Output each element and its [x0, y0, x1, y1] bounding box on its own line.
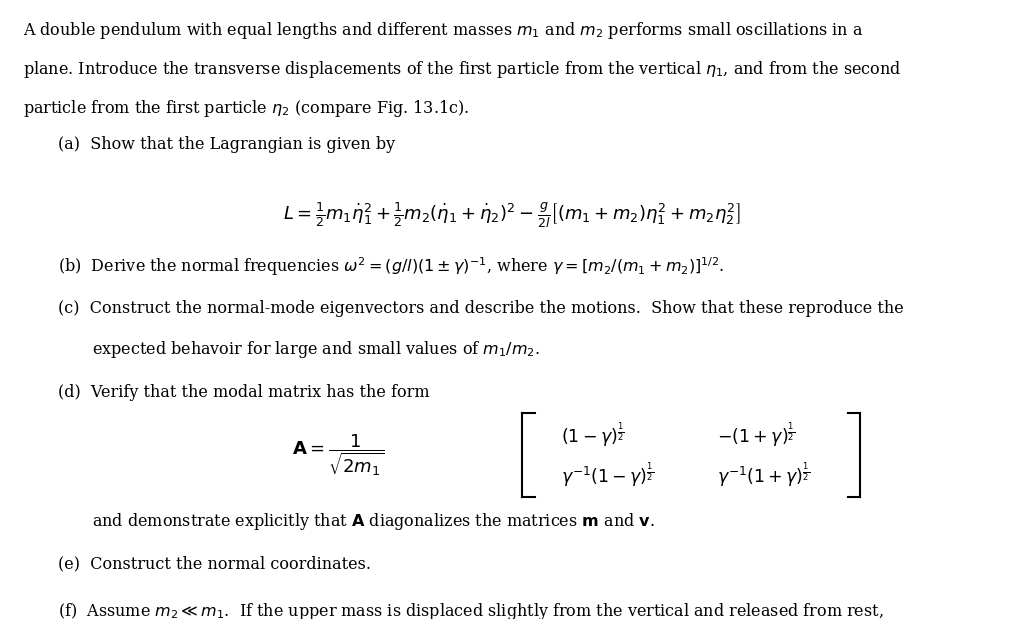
Text: expected behavoir for large and small values of $m_1/m_2$.: expected behavoir for large and small va…	[92, 339, 541, 360]
Text: A double pendulum with equal lengths and different masses $m_1$ and $m_2$ perfor: A double pendulum with equal lengths and…	[23, 20, 863, 41]
Text: (e)  Construct the normal coordinates.: (e) Construct the normal coordinates.	[58, 556, 372, 573]
Text: particle from the first particle $\eta_2$ (compare Fig. 13.1c).: particle from the first particle $\eta_2…	[23, 98, 469, 119]
Text: (b)  Derive the normal frequencies $\omega^2 = (g/l)(1 \pm \gamma)^{-1}$, where : (b) Derive the normal frequencies $\omeg…	[58, 255, 725, 278]
Text: plane. Introduce the transverse displacements of the first particle from the ver: plane. Introduce the transverse displace…	[23, 59, 901, 80]
Text: (d)  Verify that the modal matrix has the form: (d) Verify that the modal matrix has the…	[58, 384, 430, 401]
Text: (f)  Assume $m_2 \ll m_1$.  If the upper mass is displaced slightly from the ver: (f) Assume $m_2 \ll m_1$. If the upper m…	[58, 600, 884, 619]
Text: $L = \frac{1}{2}m_1\dot{\eta}_1^2 + \frac{1}{2}m_2(\dot{\eta}_1 + \dot{\eta}_2)^: $L = \frac{1}{2}m_1\dot{\eta}_1^2 + \fra…	[284, 201, 740, 230]
Text: and demonstrate explicitly that $\mathbf{A}$ diagonalizes the matrices $\mathbf{: and demonstrate explicitly that $\mathbf…	[92, 511, 655, 532]
Text: $(1 - \gamma)^{\frac{1}{2}}$: $(1 - \gamma)^{\frac{1}{2}}$	[561, 422, 625, 449]
Text: $\gamma^{-1}(1 - \gamma)^{\frac{1}{2}}$: $\gamma^{-1}(1 - \gamma)^{\frac{1}{2}}$	[561, 461, 654, 489]
Text: (c)  Construct the normal-mode eigenvectors and describe the motions.  Show that: (c) Construct the normal-mode eigenvecto…	[58, 300, 904, 317]
Text: $\mathbf{A} = \dfrac{1}{\sqrt{2m_1}}$: $\mathbf{A} = \dfrac{1}{\sqrt{2m_1}}$	[292, 432, 384, 478]
Text: $\gamma^{-1}(1 + \gamma)^{\frac{1}{2}}$: $\gamma^{-1}(1 + \gamma)^{\frac{1}{2}}$	[717, 461, 810, 489]
Text: $-(1 + \gamma)^{\frac{1}{2}}$: $-(1 + \gamma)^{\frac{1}{2}}$	[717, 422, 796, 449]
Text: (a)  Show that the Lagrangian is given by: (a) Show that the Lagrangian is given by	[58, 136, 395, 153]
